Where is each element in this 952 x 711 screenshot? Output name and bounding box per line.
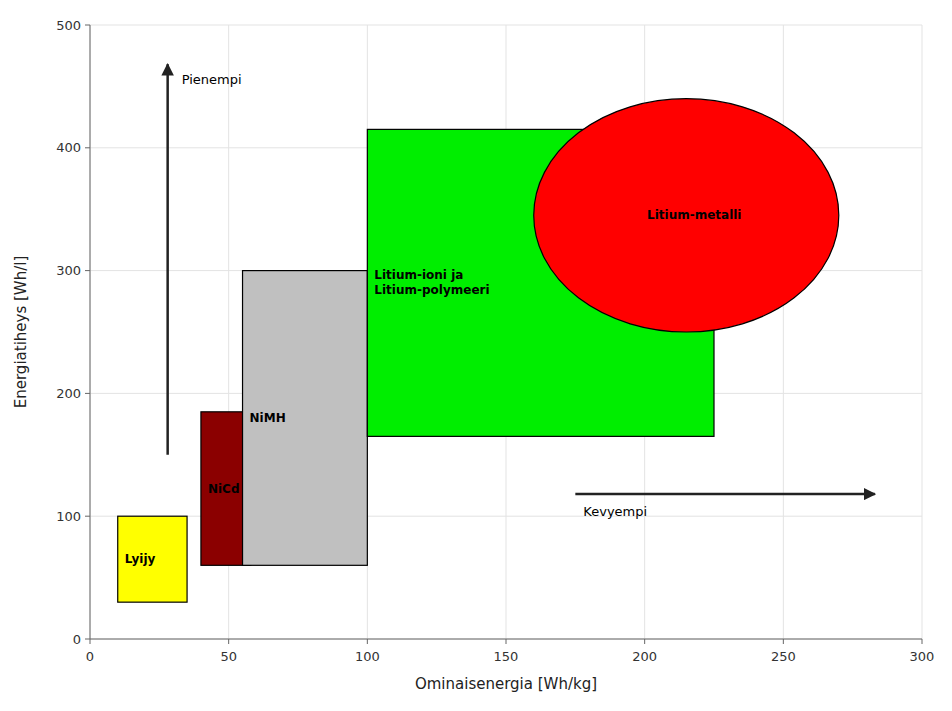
tick-label-x: 250 [771, 649, 796, 664]
tick-y [85, 25, 90, 26]
region-label-line: Litium-ioni ja [374, 268, 463, 282]
tick-label-x: 300 [910, 649, 935, 664]
tick-label-y: 400 [56, 140, 81, 155]
arrow-label: Kevyempi [583, 504, 647, 519]
tick-y [85, 516, 90, 517]
tick-label-y: 300 [56, 263, 81, 278]
region-label: NiMH [250, 411, 286, 425]
axes: 0 50 100 150 200 250 300 0 100 200 300 400 500 [56, 18, 934, 665]
region-label: NiCd [208, 482, 240, 496]
grid-line-x [922, 25, 923, 639]
tick-label-x: 150 [494, 649, 519, 664]
tick-label-x: 50 [220, 649, 237, 664]
grid [90, 25, 922, 639]
arrow-label: Pienempi [182, 72, 242, 87]
regions [118, 99, 839, 602]
tick-label-y: 200 [56, 386, 81, 401]
region-label-line: NiCd [208, 482, 240, 496]
region-labels: Lyijy NiCd NiMH Litium-ioni jaLitium-polyme… [125, 208, 742, 566]
grid-line-x [783, 25, 784, 639]
grid-line-y [90, 25, 922, 26]
tick-label-x: 0 [86, 649, 94, 664]
chart: 0 50 100 150 200 250 300 0 100 200 300 400 500 Ominai… [0, 0, 952, 711]
tick-x [90, 639, 91, 644]
tick-y [85, 270, 90, 271]
region-label: Litium-metalli [647, 208, 741, 222]
tick-label-y: 100 [56, 509, 81, 524]
x-axis-label: Ominaisenergia [Wh/kg] [415, 675, 597, 693]
region-label: Lyijy [125, 552, 156, 566]
region-label-line: Litium-polymeeri [374, 283, 489, 297]
arrow [575, 493, 875, 496]
tick-x [506, 639, 507, 644]
region-label-line: Lyijy [125, 552, 156, 566]
tick-x [367, 639, 368, 644]
arrow-labels: Pienempi Kevyempi [182, 72, 647, 519]
region-rect [243, 271, 368, 566]
tick-label-x: 200 [632, 649, 657, 664]
region-ellipse [534, 99, 839, 332]
arrows [168, 64, 875, 494]
region-label-line: NiMH [250, 411, 286, 425]
region-label: Litium-ioni jaLitium-polymeeri [374, 268, 489, 297]
tick-y [85, 393, 90, 394]
y-axis-label: Energiatiheys [Wh/l] [12, 256, 30, 409]
tick-label-y: 0 [73, 632, 81, 647]
region-label-line: Litium-metalli [647, 208, 741, 222]
tick-label-y: 500 [56, 18, 81, 33]
tick-y [85, 639, 90, 640]
tick-x [783, 639, 784, 644]
x-axis-line [90, 639, 922, 640]
tick-x [228, 639, 229, 644]
grid-line-x [90, 25, 91, 639]
region-rect [118, 516, 187, 602]
arrow [166, 64, 169, 455]
tick-x [644, 639, 645, 644]
tick-label-x: 100 [355, 649, 380, 664]
tick-y [85, 147, 90, 148]
tick-x [922, 639, 923, 644]
y-axis-line [90, 25, 91, 639]
grid-line-y [90, 639, 922, 640]
